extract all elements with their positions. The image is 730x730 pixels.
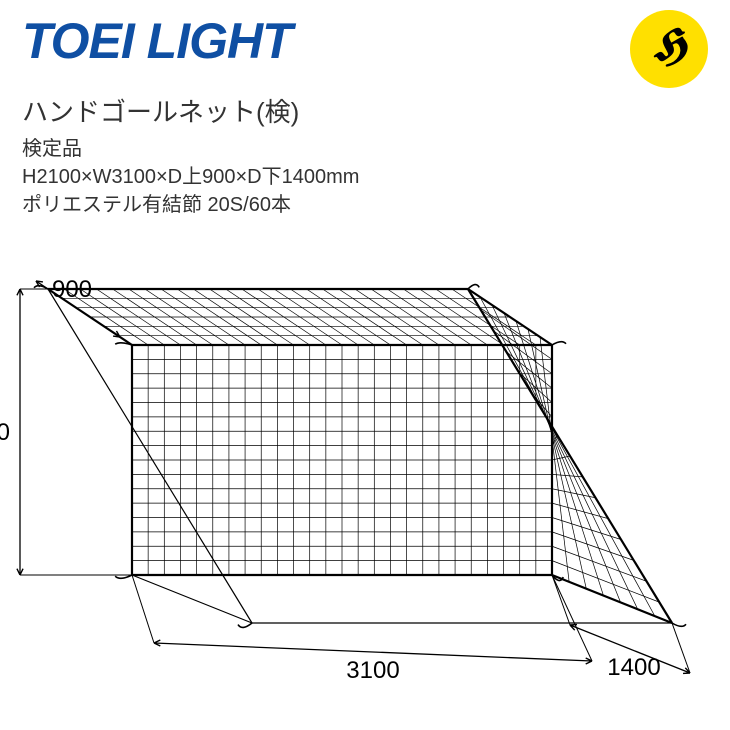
spec-line-2: H2100×W3100×D上900×D下1400mm <box>22 160 359 189</box>
svg-text:900: 900 <box>52 276 92 303</box>
spec-line-3: ポリエステル有結節 20S/60本 <box>22 188 291 217</box>
brand-logo: TOEI LIGHT <box>22 12 292 70</box>
svg-text:3100: 3100 <box>346 657 399 684</box>
product-title: ハンドゴールネット(検) <box>22 92 299 129</box>
badge-glyph: H <box>653 26 685 72</box>
svg-text:2100: 2100 <box>0 419 10 446</box>
svg-text:1400: 1400 <box>607 654 660 681</box>
spec-line-1: 検定品 <box>22 132 82 161</box>
certification-badge: H <box>630 10 708 88</box>
net-diagram: 900 2100 3100 1400 <box>0 235 730 730</box>
